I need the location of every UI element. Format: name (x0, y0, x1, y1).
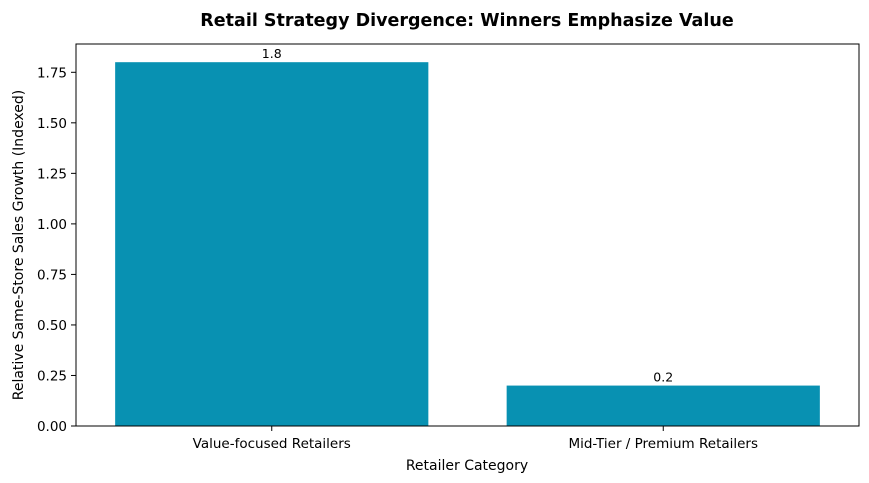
bar (506, 385, 820, 426)
x-tick-label: Mid-Tier / Premium Retailers (568, 436, 758, 452)
chart-title: Retail Strategy Divergence: Winners Emph… (200, 11, 734, 31)
data-label: 0.2 (653, 370, 673, 385)
y-tick-label: 0.75 (37, 267, 67, 283)
y-tick-label: 1.75 (37, 65, 67, 81)
data-label: 1.8 (262, 46, 282, 61)
x-axis-label: Retailer Category (406, 458, 528, 474)
y-tick-label: 1.50 (37, 116, 67, 132)
y-tick-label: 0.50 (37, 318, 67, 334)
bar (115, 62, 429, 426)
plot-area: 1.8 Value-focused Retailers 0.2 Mid-Tier / … (37, 43, 860, 452)
y-tick-label: 0.25 (37, 368, 67, 384)
axes-frame (75, 43, 860, 427)
y-tick-label: 0.00 (37, 419, 67, 435)
y-tick-label: 1.00 (37, 217, 67, 233)
y-axis-label: Relative Same-Store Sales Growth (Indexe… (11, 90, 27, 401)
y-tick-label: 1.25 (37, 166, 67, 182)
x-tick-label: Value-focused Retailers (193, 436, 351, 452)
